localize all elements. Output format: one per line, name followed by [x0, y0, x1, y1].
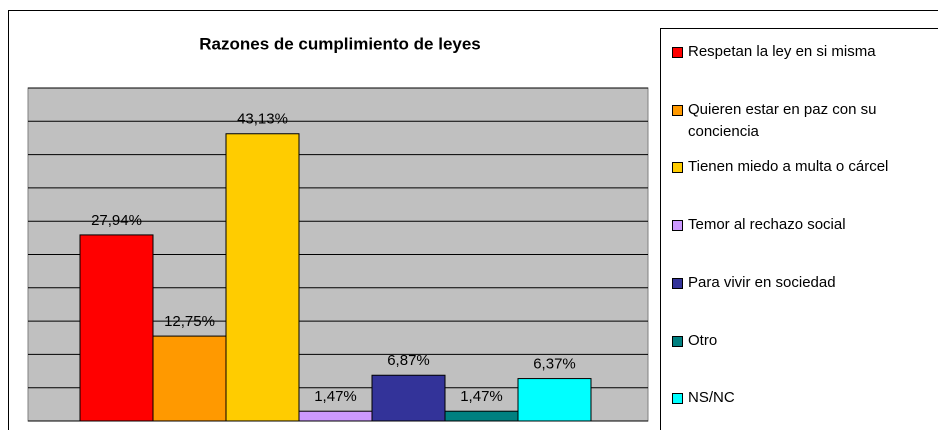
data-label: 43,13%: [237, 111, 288, 128]
legend-label: Tienen miedo a multa o cárcel: [688, 158, 889, 176]
data-label: 6,87%: [387, 352, 430, 369]
legend-label: Respetan la ley en si misma: [688, 43, 876, 60]
legend-swatch: [672, 393, 683, 405]
legend-label: Otro: [688, 331, 718, 349]
bar: [444, 410, 519, 422]
bar: [152, 335, 227, 422]
data-label: 1,47%: [314, 388, 357, 405]
legend-swatch: [672, 277, 683, 289]
bar: [225, 133, 300, 422]
bar: [371, 374, 446, 422]
bar: [79, 234, 154, 422]
data-label: 27,94%: [91, 212, 142, 229]
legend-swatch: [672, 162, 683, 174]
bar: [298, 410, 373, 422]
legend-label: Quieren estar en paz con su conciencia: [688, 100, 877, 140]
legend-box: [660, 28, 938, 430]
legend-swatch: [672, 47, 683, 58]
data-label: 6,37%: [533, 356, 576, 373]
data-label: 12,75%: [164, 313, 215, 330]
legend-swatch: [672, 335, 683, 347]
legend-label: NS/NC: [688, 389, 735, 407]
data-label: 1,47%: [460, 388, 503, 405]
chart-title: Razones de cumplimiento de leyes: [199, 34, 481, 53]
bar: [517, 378, 592, 422]
legend-label: Para vivir en sociedad: [688, 273, 836, 291]
legend-swatch: [672, 220, 683, 232]
legend-swatch: [672, 104, 683, 116]
legend-label: Temor al rechazo social: [688, 216, 846, 234]
